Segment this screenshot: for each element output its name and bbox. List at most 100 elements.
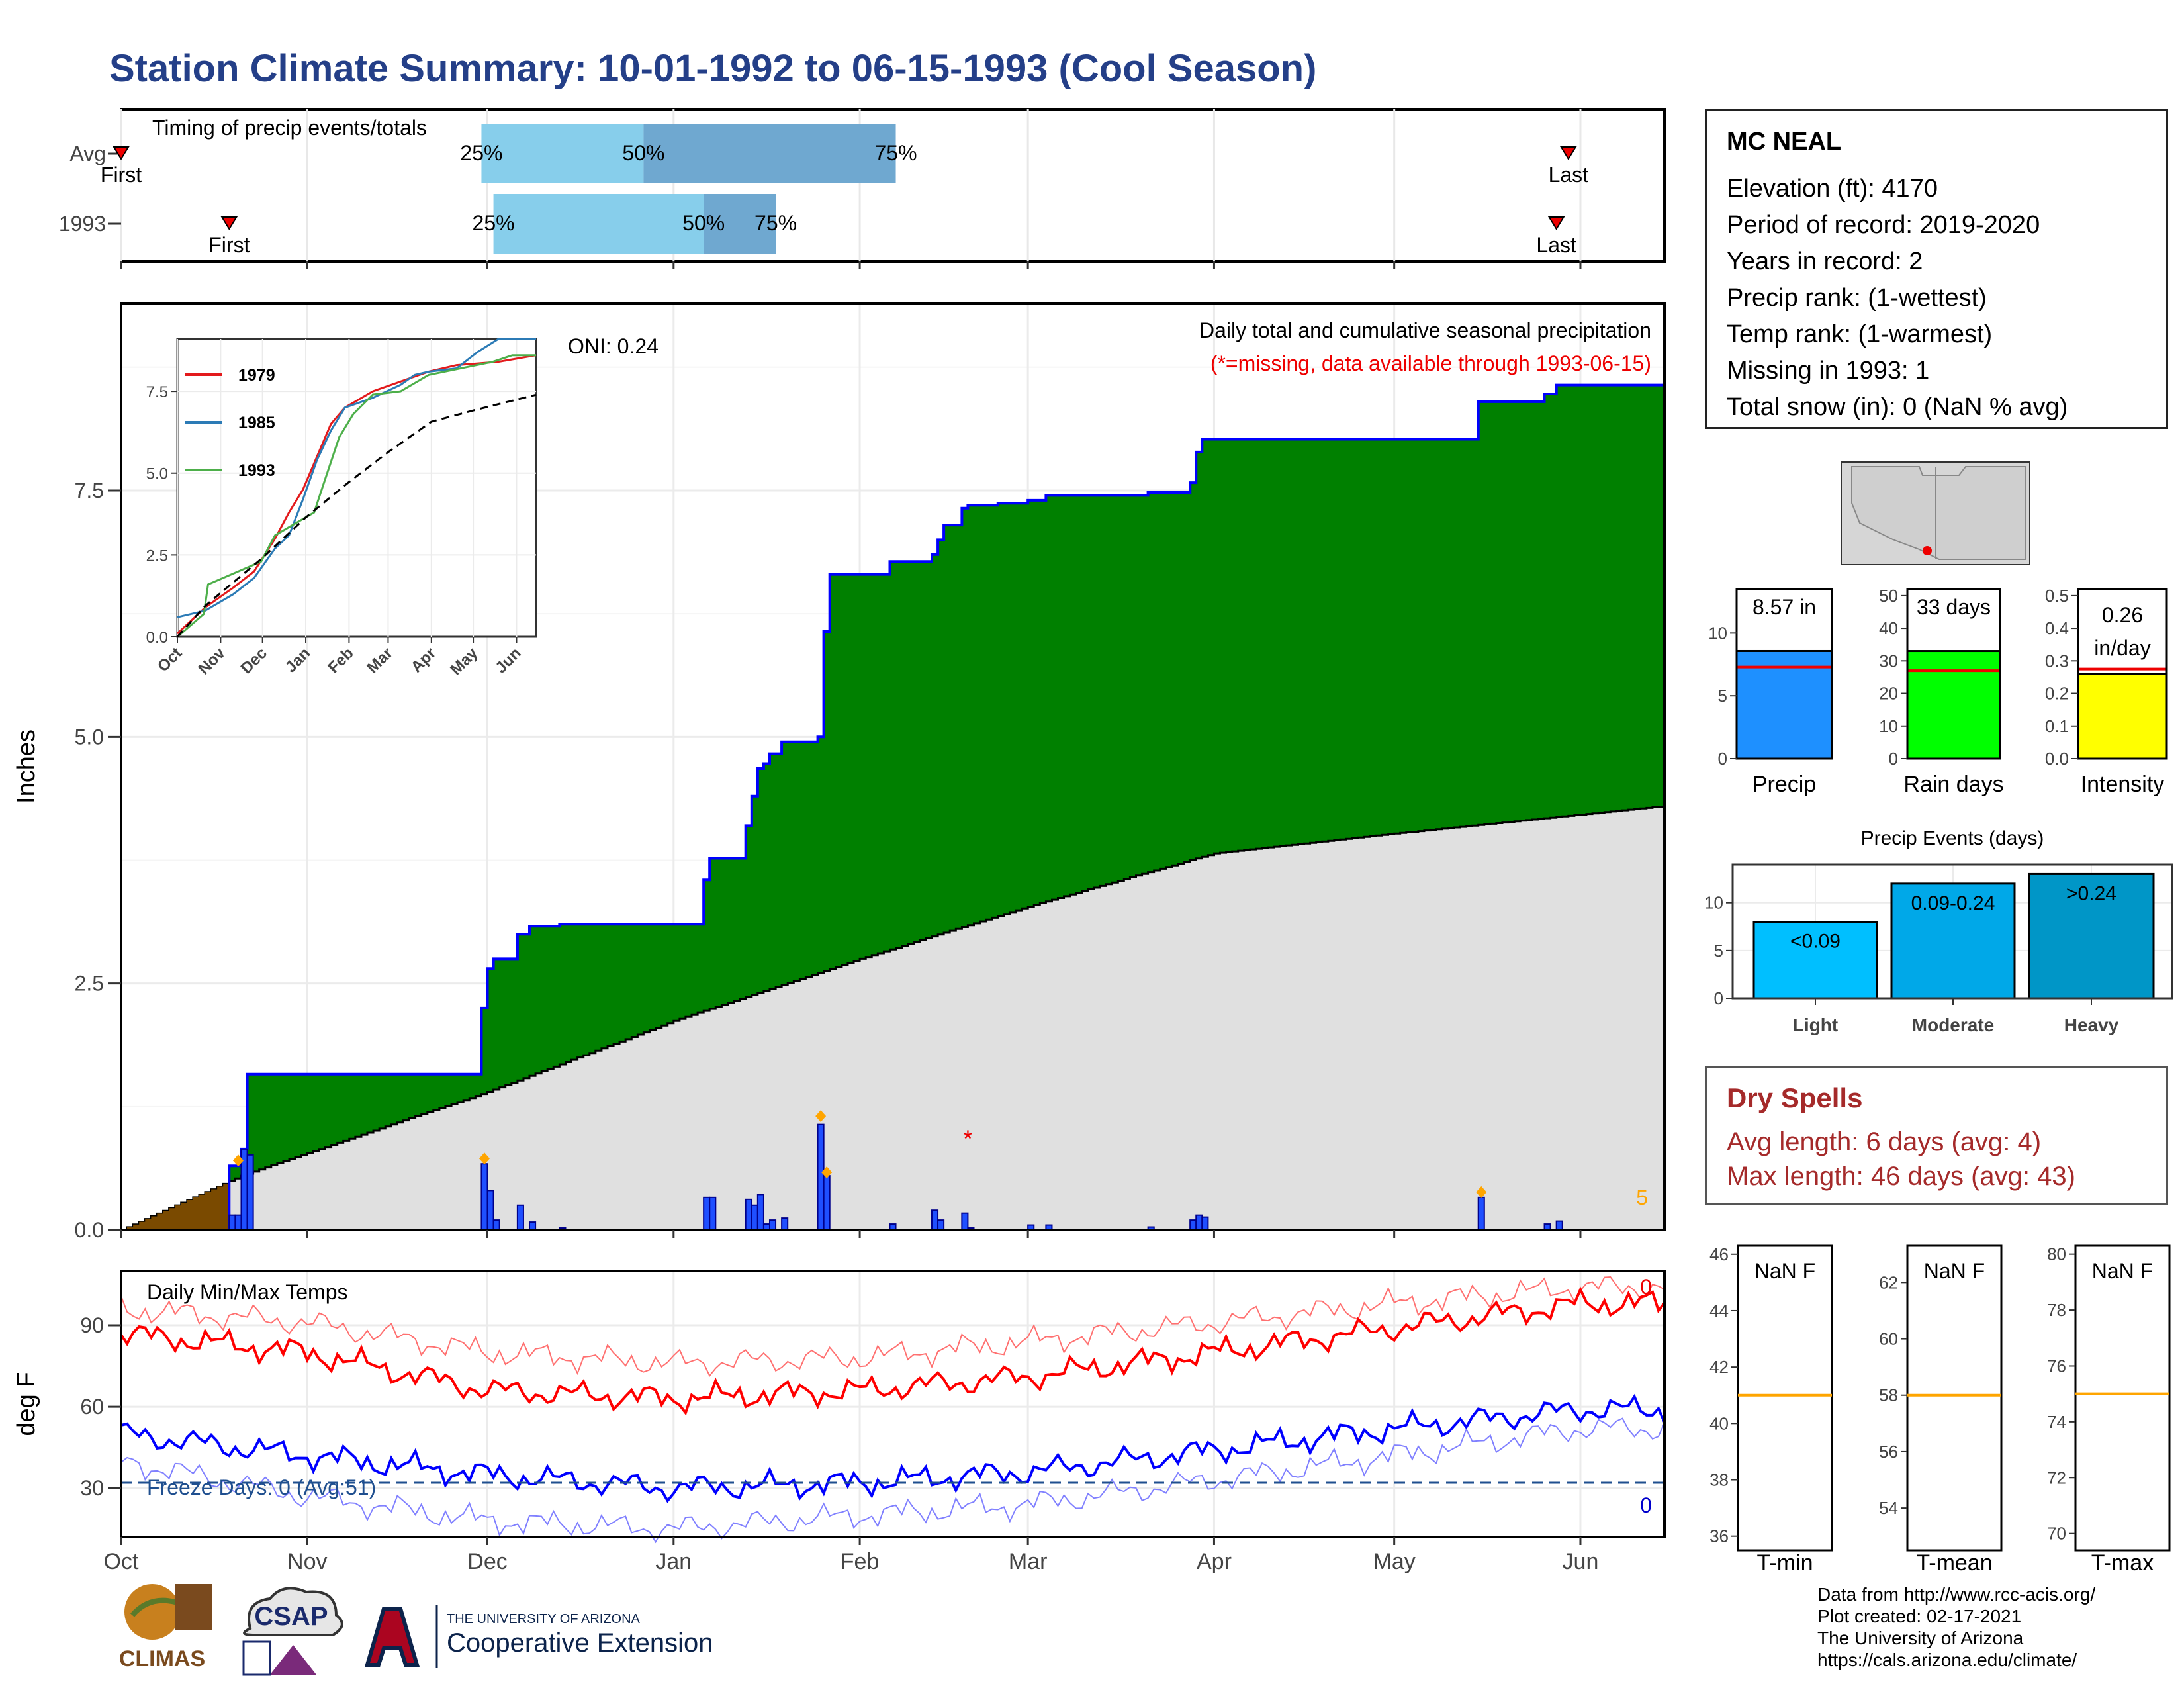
event-bar-label: <0.09: [1790, 931, 1841, 953]
above-normal-segment: [553, 926, 560, 1067]
above-normal-segment: [1220, 439, 1227, 853]
above-normal-segment: [1346, 439, 1353, 839]
ua-cooperative-extension-logo: THE UNIVERSITY OF ARIZONA Cooperative Ex…: [361, 1602, 731, 1675]
above-normal-segment: [1286, 439, 1293, 846]
x-axis-month-label: Feb: [841, 1549, 880, 1574]
above-normal-segment: [944, 525, 950, 933]
above-normal-segment: [349, 1074, 356, 1139]
cumulative-precip-line: [121, 383, 1664, 1231]
tmax-record-line: [120, 1276, 1665, 1378]
above-normal-segment: [1568, 385, 1575, 816]
above-normal-segment: [439, 1074, 446, 1109]
inset-ytick-label: 7.5: [146, 383, 168, 401]
above-normal-segment: [511, 959, 518, 1083]
above-normal-segment: [529, 926, 536, 1076]
above-normal-segment: [1472, 439, 1479, 826]
timing-row-label: Avg: [69, 142, 106, 165]
above-normal-segment: [1604, 385, 1611, 812]
summary-ytick-label: 0.3: [2045, 651, 2069, 671]
daily-precip-bar: [931, 1209, 939, 1231]
above-normal-segment: [1262, 439, 1269, 849]
temp-summary-frame: [2074, 1244, 2171, 1552]
above-normal-segment: [1184, 492, 1191, 863]
temp-summary-ytick-label: 80: [2047, 1244, 2066, 1264]
above-normal-segment: [565, 924, 572, 1062]
above-normal-segment: [1592, 385, 1599, 814]
x-axis-month-label: Mar: [1009, 1549, 1048, 1574]
above-normal-segment: [1130, 495, 1137, 878]
below-normal-segment: [175, 1205, 182, 1230]
above-normal-segment: [421, 1074, 428, 1115]
above-normal-segment: [637, 924, 645, 1035]
above-normal-segment: [1580, 385, 1587, 815]
summary-ytick-label: 0.1: [2045, 716, 2069, 736]
daily-precip-bar: [1555, 1220, 1563, 1231]
above-normal-segment: [1046, 495, 1053, 902]
above-normal-segment: [1244, 439, 1251, 851]
above-normal-segment: [1232, 439, 1239, 852]
above-normal-segment: [1616, 385, 1623, 811]
above-normal-segment: [835, 574, 842, 967]
above-normal-segment: [355, 1074, 362, 1137]
below-normal-segment: [205, 1192, 212, 1230]
above-normal-segment: [1562, 385, 1569, 817]
above-normal-segment: [799, 741, 807, 979]
above-normal-segment: [698, 924, 704, 1013]
above-normal-segment: [271, 1074, 278, 1166]
precip-ylabel: Inches: [13, 729, 40, 804]
above-normal-segment: [1022, 503, 1028, 909]
above-normal-segment: [259, 1074, 266, 1170]
daily-precip-bar: [1201, 1216, 1209, 1231]
temp-summary-ytick-label: 60: [1879, 1329, 1898, 1349]
above-normal-segment: [625, 924, 632, 1039]
timing-q50-label: 50%: [682, 211, 725, 235]
above-normal-segment: [860, 574, 866, 959]
event-category-label: Heavy: [2064, 1015, 2119, 1035]
above-normal-segment: [643, 924, 651, 1033]
above-normal-segment: [1574, 385, 1581, 816]
station-missing: Missing in 1993: 1: [1727, 357, 1930, 385]
above-normal-segment: [559, 924, 567, 1064]
below-normal-segment: [217, 1186, 224, 1230]
ua-logo-line1: THE UNIVERSITY OF ARIZONA: [447, 1612, 641, 1626]
inset-ytick-label: 0.0: [146, 629, 168, 647]
first-event-label: First: [101, 163, 142, 187]
inset-series-line: [177, 354, 536, 638]
above-normal-segment: [997, 503, 1005, 916]
above-normal-segment: [409, 1074, 416, 1119]
above-normal-segment: [1124, 495, 1131, 879]
above-normal-segment: [776, 753, 782, 987]
above-normal-segment: [692, 924, 698, 1015]
above-normal-segment: [1292, 439, 1299, 845]
first-event-marker: [113, 146, 130, 160]
summary-ytick-label: 0.4: [2045, 618, 2069, 638]
summary-value-label: 0.26: [2102, 603, 2143, 627]
above-normal-segment: [1226, 439, 1233, 853]
above-normal-segment: [1556, 385, 1563, 818]
above-normal-segment: [1081, 495, 1089, 892]
temp-summary-ytick-label: 78: [2047, 1300, 2066, 1320]
above-normal-segment: [415, 1074, 422, 1117]
above-normal-segment: [1052, 495, 1059, 900]
above-normal-segment: [1376, 439, 1383, 836]
summary-ytick-label: 40: [1879, 618, 1898, 638]
above-normal-segment: [1538, 401, 1545, 820]
above-normal-segment: [1316, 439, 1323, 843]
summary-ytick-label: 20: [1879, 684, 1898, 704]
daily-precip-bar: [486, 1190, 494, 1231]
station-location-marker: [1923, 546, 1932, 555]
climas-logo: CLIMAS: [106, 1579, 218, 1678]
timing-q25-q50-bar: [481, 124, 644, 183]
above-normal-segment: [1136, 495, 1143, 876]
above-normal-segment: [1610, 385, 1617, 812]
above-normal-segment: [1364, 439, 1371, 837]
x-axis-month-label: Nov: [287, 1549, 327, 1574]
above-normal-segment: [367, 1074, 374, 1133]
above-normal-segment: [1634, 385, 1641, 810]
above-normal-segment: [901, 561, 909, 946]
dry-spells-box: Dry Spells Avg length: 6 days (avg: 4) M…: [1705, 1066, 2168, 1205]
temp-summary-ytick-label: 46: [1709, 1244, 1729, 1264]
daily-precip-bar: [703, 1196, 711, 1231]
timing-q50-q75-bar: [704, 194, 776, 254]
timing-q50-q75-bar: [643, 124, 896, 183]
